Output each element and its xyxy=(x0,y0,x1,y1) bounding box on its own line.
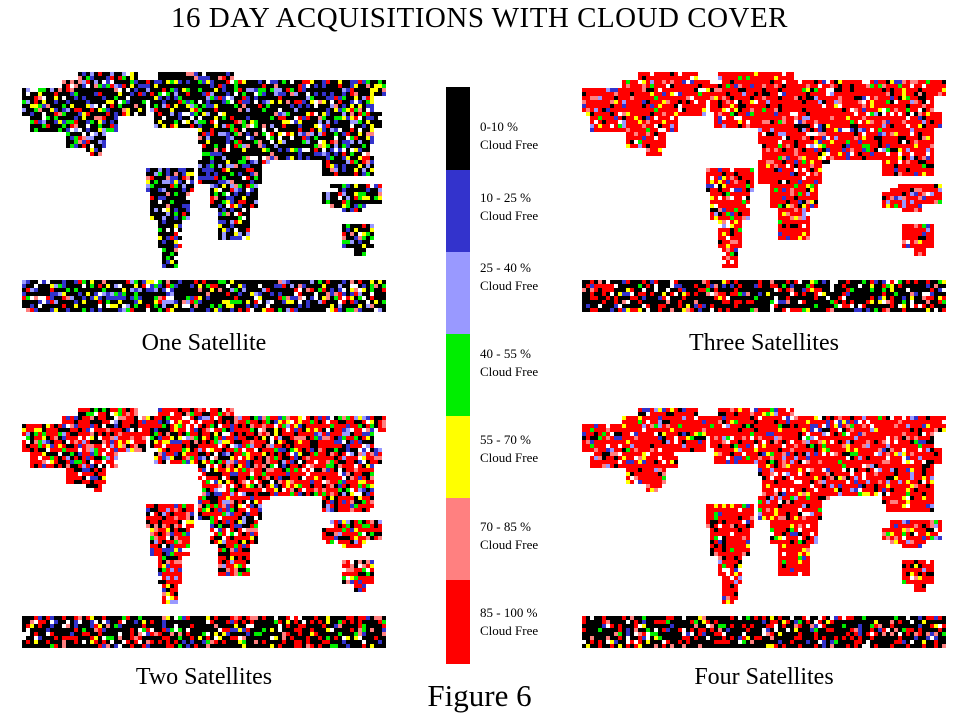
figure-title: 16 DAY ACQUISITIONS WITH CLOUD COVER xyxy=(170,2,789,34)
legend-swatch-3 xyxy=(446,334,470,416)
map-raster xyxy=(582,408,946,648)
map-label-four: Four Satellites xyxy=(694,664,834,690)
map-label-two: Two Satellites xyxy=(135,664,273,690)
map-label-one: One Satellite xyxy=(141,330,267,356)
legend-suffix: Cloud Free xyxy=(480,623,539,638)
map-raster xyxy=(582,72,946,312)
map-label-three: Three Satellites xyxy=(689,330,839,356)
legend-suffix: Cloud Free xyxy=(480,278,539,293)
legend-range: 40 - 55 % xyxy=(480,346,531,361)
legend-range: 10 - 25 % xyxy=(480,190,531,205)
legend-swatch-5 xyxy=(446,498,470,580)
legend-suffix: Cloud Free xyxy=(480,137,539,152)
legend-entry-4: 55 - 70 % Cloud Free xyxy=(480,431,538,467)
legend-range: 25 - 40 % xyxy=(480,260,531,275)
legend-color-bar xyxy=(446,87,470,664)
legend-suffix: Cloud Free xyxy=(480,364,539,379)
legend-range: 70 - 85 % xyxy=(480,519,531,534)
figure-label: Figure 6 xyxy=(427,678,532,713)
map-four-satellites xyxy=(582,408,946,648)
legend-suffix: Cloud Free xyxy=(480,537,539,552)
legend-suffix: Cloud Free xyxy=(480,450,539,465)
map-two-satellites xyxy=(22,408,386,648)
legend-entry-3: 40 - 55 % Cloud Free xyxy=(480,345,538,381)
legend-entry-1: 10 - 25 % Cloud Free xyxy=(480,189,538,225)
legend-entry-0: 0-10 % Cloud Free xyxy=(480,118,538,154)
legend-swatch-4 xyxy=(446,416,470,498)
map-one-satellite xyxy=(22,72,386,312)
legend-swatch-1 xyxy=(446,170,470,252)
legend-swatch-0 xyxy=(446,87,470,170)
legend-range: 85 - 100 % xyxy=(480,605,538,620)
legend-range: 55 - 70 % xyxy=(480,432,531,447)
legend-entry-5: 70 - 85 % Cloud Free xyxy=(480,518,538,554)
legend-entry-6: 85 - 100 % Cloud Free xyxy=(480,604,538,640)
legend-swatch-6 xyxy=(446,580,470,664)
legend-entry-2: 25 - 40 % Cloud Free xyxy=(480,259,538,295)
legend-swatch-2 xyxy=(446,252,470,334)
map-raster xyxy=(22,72,386,312)
map-raster xyxy=(22,408,386,648)
legend-suffix: Cloud Free xyxy=(480,208,539,223)
legend-range: 0-10 % xyxy=(480,119,518,134)
map-three-satellites xyxy=(582,72,946,312)
